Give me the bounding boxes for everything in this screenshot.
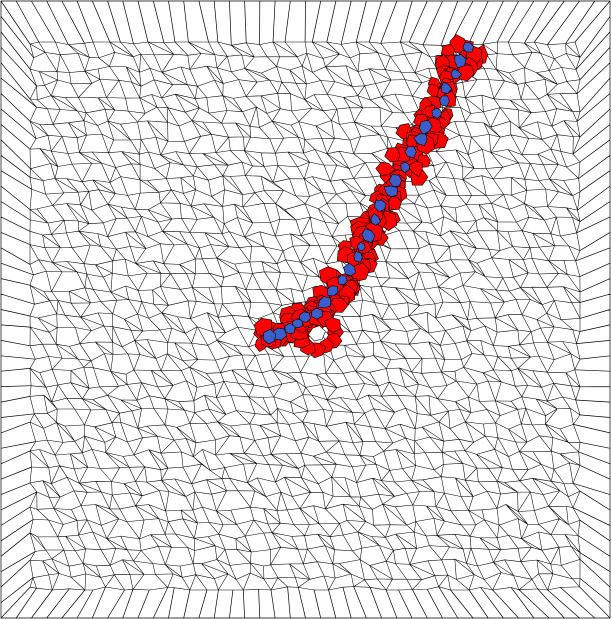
blue-cell — [343, 262, 356, 277]
blue-cell-cluster — [263, 42, 474, 345]
blue-cell — [370, 213, 381, 226]
blue-cell — [327, 285, 339, 297]
blue-cell — [353, 251, 363, 263]
blue-cell — [431, 107, 442, 119]
blue-cell — [284, 322, 296, 334]
blue-cell — [357, 242, 366, 252]
red-cell — [384, 147, 400, 163]
blue-cell — [337, 274, 348, 286]
blue-cell — [454, 54, 467, 68]
blue-cell — [462, 42, 474, 53]
blue-cell — [361, 228, 376, 243]
blue-cell — [388, 174, 402, 187]
blue-cell — [450, 69, 462, 79]
blue-cell — [263, 328, 276, 345]
red-cell — [324, 317, 341, 333]
blue-cell — [310, 307, 323, 320]
red-cell — [375, 161, 396, 176]
blue-cell — [383, 185, 398, 197]
blue-cell — [400, 162, 410, 174]
ring-center-cell — [308, 325, 326, 342]
blue-cell — [374, 199, 387, 213]
blue-cell — [413, 133, 428, 147]
blue-cell — [317, 296, 331, 309]
blue-cell — [439, 95, 450, 107]
blue-cell — [292, 318, 304, 328]
blue-cell — [441, 82, 452, 94]
blue-cell — [404, 146, 417, 158]
